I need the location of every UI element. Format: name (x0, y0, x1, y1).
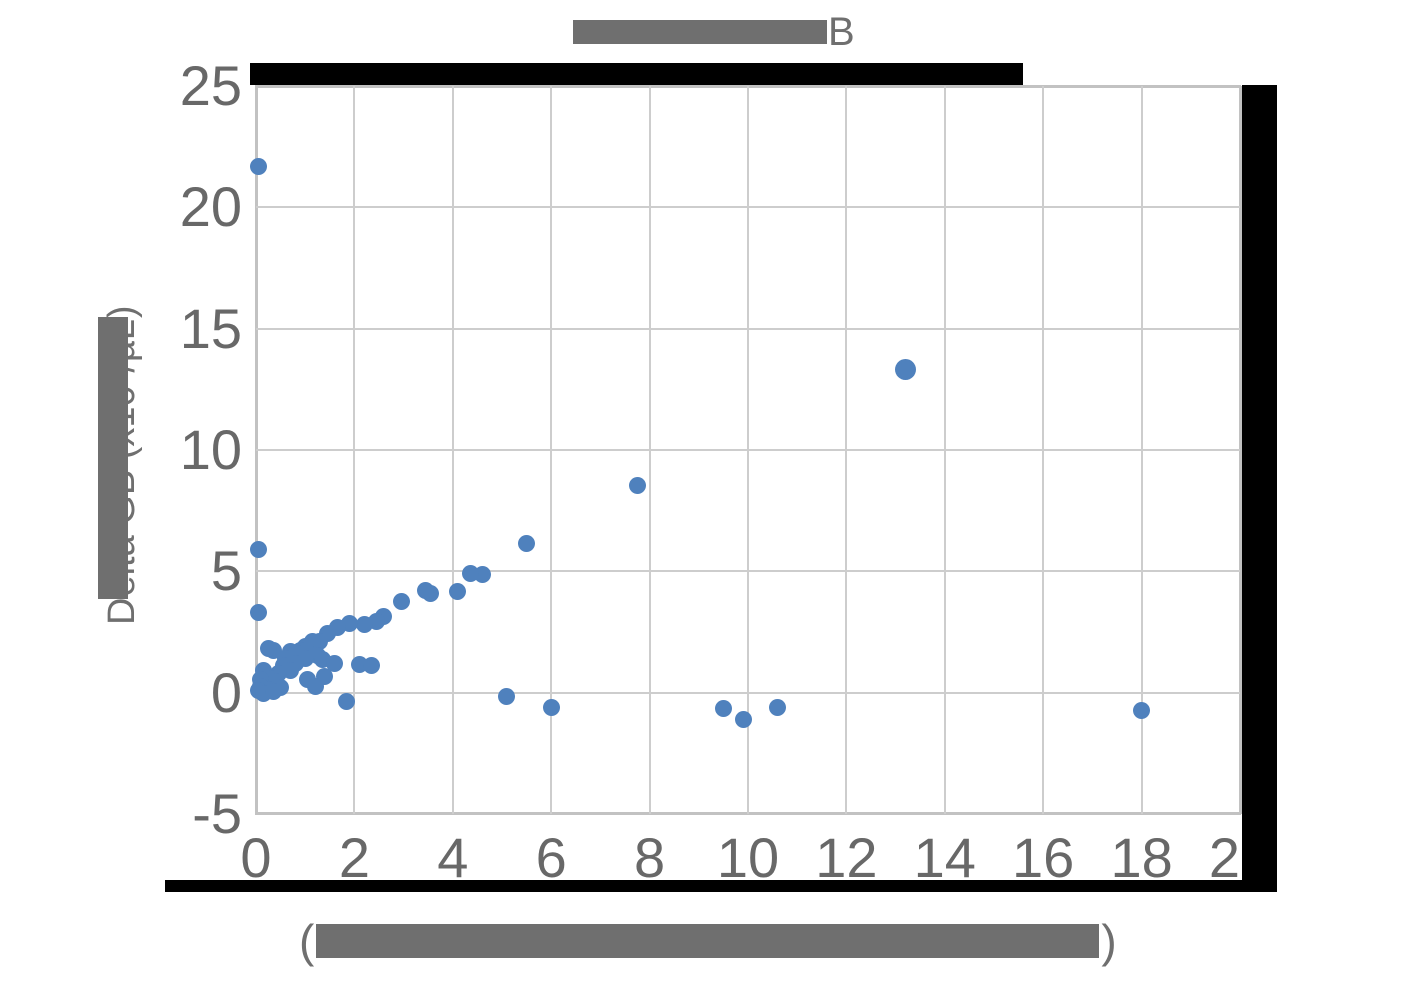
data-point (518, 534, 536, 552)
data-point (392, 593, 410, 611)
data-point (628, 476, 646, 494)
data-point (542, 698, 560, 716)
data-point (894, 359, 916, 381)
gridline-horizontal (256, 449, 1240, 451)
x-tick-label: 20 (1208, 826, 1272, 889)
x-tick-label: 14 (913, 826, 976, 889)
data-point (249, 604, 267, 622)
data-point (734, 710, 752, 728)
data-point (714, 699, 732, 717)
data-point (769, 698, 787, 716)
chart-title: B (573, 10, 855, 54)
black-overlay-bottom (165, 880, 1277, 892)
x-label-open-paren: ( (299, 915, 315, 967)
title-redaction-bar (573, 20, 827, 44)
gridline-horizontal (256, 691, 1240, 694)
data-point (264, 682, 282, 700)
data-point (363, 657, 381, 675)
data-point (249, 540, 267, 558)
data-point (355, 616, 373, 634)
y-tick-label: 25 (179, 54, 242, 117)
data-point (338, 692, 356, 710)
title-visible-letter: B (828, 10, 855, 54)
y-tick-label: 5 (210, 539, 242, 603)
y-label-visible-letter: D (100, 597, 143, 625)
plot-area: 25 20 15 10 5 0 -5 0 2 4 6 8 10 12 14 16 18 20 (180, 58, 1271, 886)
y-tick-label: -5 (192, 782, 242, 845)
x-label-redaction-bar (316, 924, 1100, 958)
y-tick-label: 15 (179, 296, 242, 360)
y-label-redaction-bar (97, 317, 128, 599)
y-tick-label: 20 (179, 175, 242, 239)
data-point (461, 565, 479, 583)
gridline-horizontal (256, 327, 1240, 330)
data-point (306, 677, 324, 695)
black-overlay-right (1242, 85, 1277, 880)
data-point (498, 687, 516, 705)
x-tick-label: 18 (1110, 826, 1173, 889)
x-tick-label: 16 (1012, 826, 1075, 889)
x-tick-label: 4 (437, 826, 469, 889)
x-tick-label: 12 (815, 826, 878, 889)
data-point (417, 582, 435, 600)
x-tick-label: 0 (240, 826, 272, 889)
x-axis-label: ( ) (299, 915, 1117, 967)
y-axis-label: D elta GB (x10³/µL ) (95, 285, 149, 625)
data-point (259, 640, 277, 658)
gridline-horizontal (256, 570, 1240, 573)
data-point (449, 583, 467, 601)
x-label-close-paren: ) (1101, 915, 1117, 967)
data-point (326, 655, 344, 673)
y-tick-label: 10 (179, 418, 242, 481)
x-tick-label: 10 (716, 826, 780, 889)
black-overlay-top (250, 63, 1023, 85)
x-tick-label: 6 (535, 826, 567, 889)
x-tick-label: 2 (338, 826, 370, 889)
x-tick-label: 8 (634, 826, 666, 889)
data-point (1133, 702, 1151, 720)
y-tick-label: 0 (210, 660, 242, 724)
gridline-horizontal (256, 206, 1240, 209)
plot-border-right (1239, 86, 1242, 814)
data-point (249, 157, 267, 175)
